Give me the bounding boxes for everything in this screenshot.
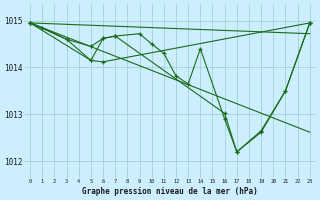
X-axis label: Graphe pression niveau de la mer (hPa): Graphe pression niveau de la mer (hPa) (82, 187, 258, 196)
